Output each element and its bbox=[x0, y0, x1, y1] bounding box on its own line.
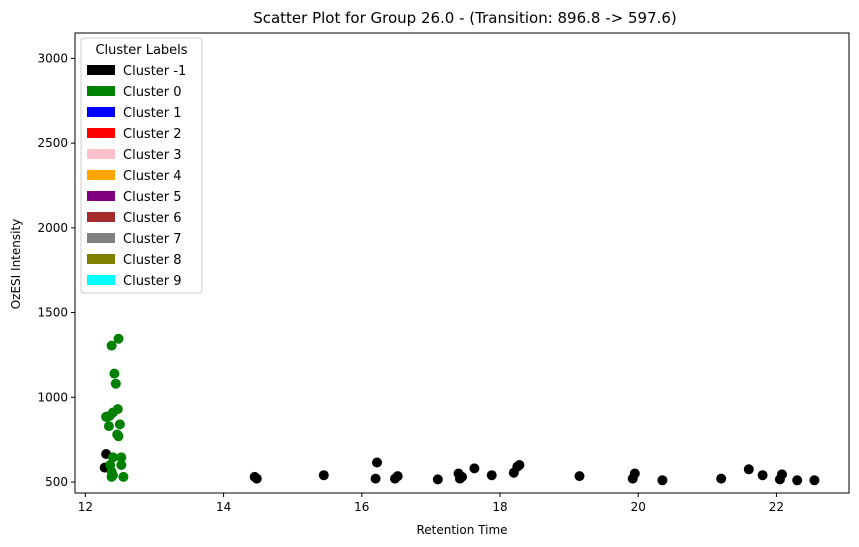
data-point-series-1-11 bbox=[113, 431, 124, 442]
y-tick-label-0: 500 bbox=[45, 475, 68, 489]
data-points bbox=[99, 333, 820, 486]
y-tick-label-4: 2500 bbox=[37, 136, 68, 150]
legend-swatch-0 bbox=[87, 65, 115, 75]
data-point-series-0-28 bbox=[809, 475, 820, 486]
x-tick-label-3: 18 bbox=[492, 500, 507, 514]
data-point-series-0-8 bbox=[392, 471, 403, 482]
legend-swatch-7 bbox=[87, 212, 115, 222]
legend-swatch-10 bbox=[87, 275, 115, 285]
legend-entry-8: Cluster 7 bbox=[123, 232, 182, 247]
x-tick-label-5: 22 bbox=[769, 500, 784, 514]
data-point-series-1-19 bbox=[106, 471, 117, 482]
legend-entry-9: Cluster 8 bbox=[123, 253, 182, 268]
legend-entry-4: Cluster 3 bbox=[123, 148, 182, 163]
data-point-series-1-18 bbox=[118, 471, 129, 482]
legend-swatch-9 bbox=[87, 254, 115, 264]
legend-swatch-1 bbox=[87, 86, 115, 96]
legend-swatch-8 bbox=[87, 233, 115, 243]
data-point-series-0-14 bbox=[486, 470, 497, 481]
legend-entry-5: Cluster 4 bbox=[123, 169, 182, 184]
legend-swatch-5 bbox=[87, 170, 115, 180]
legend-swatch-6 bbox=[87, 191, 115, 201]
plot-frame bbox=[74, 32, 850, 494]
data-point-series-0-21 bbox=[657, 475, 668, 486]
data-point-series-0-4 bbox=[318, 470, 329, 481]
data-point-series-0-20 bbox=[629, 468, 640, 479]
chart-title: Scatter Plot for Group 26.0 - (Transitio… bbox=[253, 9, 677, 27]
y-tick-label-5: 3000 bbox=[37, 51, 68, 65]
data-point-series-0-22 bbox=[716, 473, 727, 484]
legend-entry-1: Cluster 0 bbox=[123, 85, 182, 100]
data-point-series-0-23 bbox=[743, 464, 754, 475]
legend-swatch-3 bbox=[87, 128, 115, 138]
legend-swatch-2 bbox=[87, 107, 115, 117]
data-point-series-1-12 bbox=[108, 452, 118, 463]
x-tick-label-1: 14 bbox=[216, 500, 231, 514]
data-point-series-0-24 bbox=[757, 470, 768, 481]
data-point-series-1-13 bbox=[116, 452, 127, 463]
data-point-series-0-26 bbox=[777, 469, 787, 480]
data-point-series-0-12 bbox=[457, 471, 467, 482]
legend-frame bbox=[80, 37, 203, 294]
x-tick-label-2: 16 bbox=[354, 500, 369, 514]
y-tick-label-1: 1000 bbox=[37, 390, 68, 404]
x-tick-label-4: 20 bbox=[631, 500, 646, 514]
data-point-series-0-13 bbox=[469, 463, 480, 474]
legend-entry-10: Cluster 9 bbox=[123, 274, 182, 289]
y-tick-label-3: 2000 bbox=[37, 221, 68, 235]
legend-entry-7: Cluster 6 bbox=[123, 211, 182, 226]
x-axis-label: Retention Time bbox=[416, 523, 507, 537]
x-tick-label-0: 12 bbox=[78, 500, 93, 514]
data-point-series-0-18 bbox=[574, 471, 585, 482]
data-point-series-0-5 bbox=[370, 473, 381, 484]
y-axis-label: OzESI Intensity bbox=[9, 219, 23, 310]
legend-entry-3: Cluster 2 bbox=[123, 127, 182, 142]
legend-entry-6: Cluster 5 bbox=[123, 190, 182, 205]
data-point-series-0-9 bbox=[432, 474, 443, 485]
data-point-series-1-1 bbox=[106, 340, 117, 351]
data-point-series-0-27 bbox=[792, 475, 803, 486]
data-point-series-1-8 bbox=[114, 419, 125, 430]
axes: 12 14 16 18 20 22 500 1000 1500 2000 2500 3000 bbox=[37, 32, 850, 514]
data-point-series-1-3 bbox=[110, 378, 121, 389]
data-point-series-0-3 bbox=[251, 473, 262, 484]
data-point-series-1-15 bbox=[116, 460, 127, 470]
data-point-series-0-17 bbox=[514, 460, 525, 470]
legend-title: Cluster Labels bbox=[95, 43, 187, 58]
legend: Cluster Labels Cluster -1 Cluster 0 Cluster… bbox=[80, 37, 203, 294]
legend-entry-0: Cluster -1 bbox=[123, 64, 186, 79]
data-point-series-0-6 bbox=[372, 457, 382, 468]
legend-entry-2: Cluster 1 bbox=[123, 106, 182, 121]
legend-swatch-4 bbox=[87, 149, 115, 159]
data-point-series-1-2 bbox=[109, 368, 120, 379]
data-point-series-1-7 bbox=[101, 411, 112, 422]
data-point-series-1-0 bbox=[113, 333, 124, 344]
data-point-series-1-9 bbox=[103, 421, 114, 432]
y-tick-label-2: 1500 bbox=[37, 306, 68, 320]
